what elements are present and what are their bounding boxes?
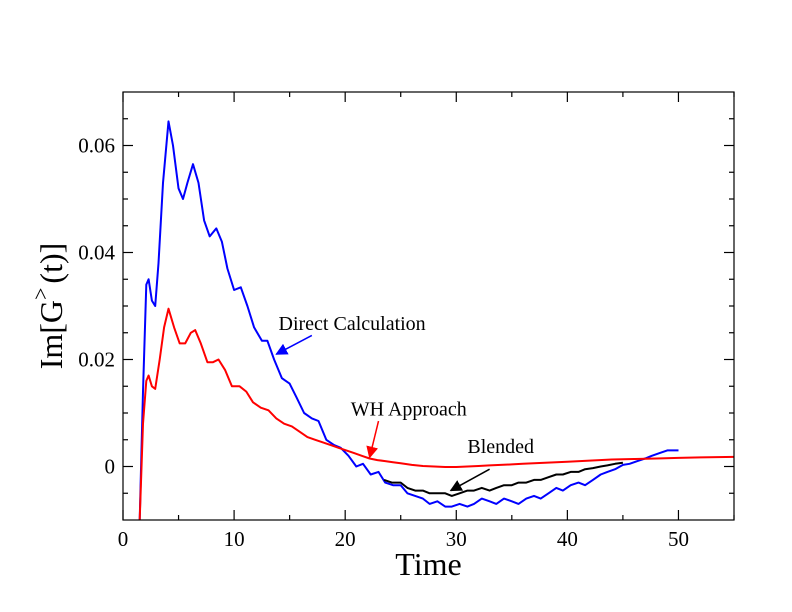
series-layer: [138, 120, 734, 520]
y-tick-label: 0: [105, 455, 116, 479]
annotation-label-wh-approach: WH Approach: [351, 399, 467, 421]
y-axis-title-tail: (t)]: [33, 243, 69, 284]
series-line-blended: [383, 461, 624, 497]
y-tick-label: 0.06: [78, 134, 115, 158]
series-line-wh-approach: [138, 307, 734, 520]
y-tick-label: 0.02: [78, 348, 115, 372]
x-tick-label: 20: [335, 527, 356, 551]
series-line-direct-calculation: [138, 120, 679, 520]
x-tick-label: 40: [557, 527, 578, 551]
annotation-arrow-direct-calculation: [275, 334, 313, 355]
annotation-arrow-wh-approach: [366, 420, 380, 459]
y-axis-title: Im[G> (t)]: [28, 243, 69, 370]
x-tick-label: 50: [668, 527, 689, 551]
x-tick-label: 30: [446, 527, 467, 551]
annotation-arrow-blended: [449, 468, 490, 492]
x-tick-label: 10: [224, 527, 245, 551]
y-axis-title-main: Im[G: [33, 300, 69, 369]
annotation-label-direct-calculation: Direct Calculation: [279, 313, 426, 335]
x-axis-title: Time: [395, 546, 461, 582]
annotation-label-blended: Blended: [467, 436, 534, 458]
x-tick-label: 0: [118, 527, 129, 551]
plot-frame: [122, 91, 735, 521]
y-axis-title-sup: >: [28, 288, 53, 300]
y-tick-label: 0.04: [78, 241, 115, 265]
ticks-layer: 0 10 20 30 40 50 0 0.02 0.04 0.06: [78, 92, 735, 551]
